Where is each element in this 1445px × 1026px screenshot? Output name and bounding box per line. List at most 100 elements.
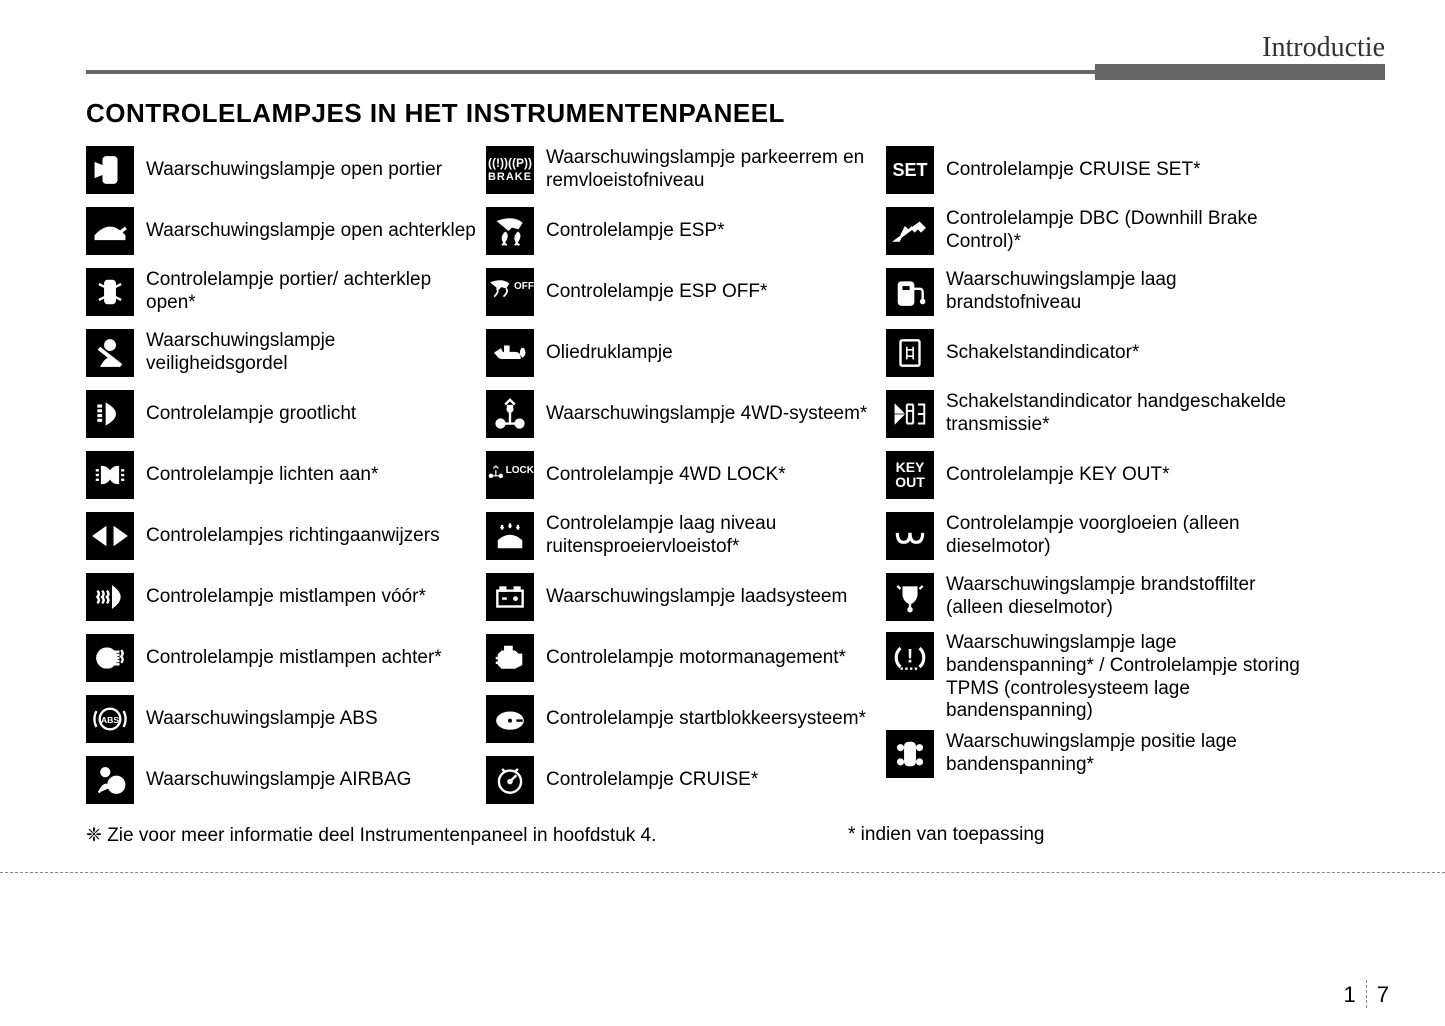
indicator-row: Controlelampje CRUISE* bbox=[486, 750, 876, 810]
indicator-row: Waarschuwingslampje positie lage bandens… bbox=[886, 724, 1306, 784]
indicator-label: Controlelampje mistlampen achter* bbox=[146, 647, 442, 670]
indicator-row: SET Controlelampje CRUISE SET* bbox=[886, 140, 1306, 200]
indicator-row: Waarschuwingslampje brandstoffilter (all… bbox=[886, 567, 1306, 627]
indicator-columns: Waarschuwingslampje open portier Waarschu… bbox=[86, 140, 1385, 811]
airbag-icon bbox=[86, 756, 134, 804]
indicator-row: Oliedruklampje bbox=[486, 323, 876, 383]
indicator-label: Controlelampje portier/ achterklep open* bbox=[146, 269, 476, 315]
indicator-row: ABS Waarschuwingslampje ABS bbox=[86, 689, 476, 749]
indicator-label: Controlelampje ESP OFF* bbox=[546, 281, 767, 304]
4wd-lock-icon: LOCK bbox=[486, 451, 534, 499]
indicator-label: Controlelampje lichten aan* bbox=[146, 464, 378, 487]
indicator-label: Waarschuwingslampje lage bandenspanning*… bbox=[946, 632, 1306, 723]
indicator-label: Controlelampje CRUISE SET* bbox=[946, 159, 1200, 182]
page-title: CONTROLELAMPJES IN HET INSTRUMENTENPANEE… bbox=[86, 98, 785, 129]
indicator-label: Waarschuwingslampje 4WD-systeem* bbox=[546, 403, 867, 426]
indicator-label: Controlelampje voorgloeien (alleen diese… bbox=[946, 513, 1306, 559]
indicator-row: Controlelampje grootlicht bbox=[86, 384, 476, 444]
abs-icon: ABS bbox=[86, 695, 134, 743]
indicator-row: Waarschuwingslampje open portier bbox=[86, 140, 476, 200]
indicator-row: Schakelstandindicator handgeschakelde tr… bbox=[886, 384, 1306, 444]
tailgate-open-icon bbox=[86, 207, 134, 255]
4wd-icon bbox=[486, 390, 534, 438]
page-divider bbox=[0, 872, 1445, 873]
svg-text:!: ! bbox=[907, 646, 913, 667]
indicator-row: Schakelstandindicator* bbox=[886, 323, 1306, 383]
fuel-icon bbox=[886, 268, 934, 316]
oil-icon bbox=[486, 329, 534, 377]
set-icon: SET bbox=[886, 146, 934, 194]
indicator-row: Waarschuwingslampje laadsysteem bbox=[486, 567, 876, 627]
footnote-more-info: ❈ Zie voor meer informatie deel Instrume… bbox=[86, 824, 656, 847]
indicator-label: Waarschuwingslampje open portier bbox=[146, 159, 442, 182]
high-beam-icon bbox=[86, 390, 134, 438]
indicator-row: Waarschuwingslampje laag brandstofniveau bbox=[886, 262, 1306, 322]
brake-icon: ((!))((P))BRAKE bbox=[486, 146, 534, 194]
indicator-row: Controlelampje lichten aan* bbox=[86, 445, 476, 505]
svg-text:ABS: ABS bbox=[101, 715, 120, 725]
fog-front-icon bbox=[86, 573, 134, 621]
indicator-row: OFF Controlelampje ESP OFF* bbox=[486, 262, 876, 322]
seatbelt-icon bbox=[86, 329, 134, 377]
indicator-label: Schakelstandindicator handgeschakelde tr… bbox=[946, 391, 1306, 437]
indicator-row: Controlelampje startblokkeersysteem* bbox=[486, 689, 876, 749]
indicator-row: Controlelampje mistlampen vóór* bbox=[86, 567, 476, 627]
battery-icon bbox=[486, 573, 534, 621]
header-rule bbox=[86, 70, 1385, 74]
glow-icon bbox=[886, 512, 934, 560]
column-1: Waarschuwingslampje open portier Waarschu… bbox=[86, 140, 476, 811]
tpms-icon: ! bbox=[886, 632, 934, 680]
indicator-label: Controlelampje motormanagement* bbox=[546, 647, 846, 670]
indicator-label: Waarschuwingslampje positie lage bandens… bbox=[946, 731, 1306, 777]
indicator-label: Waarschuwingslampje parkeerrem en remvlo… bbox=[546, 147, 876, 193]
footnote-if-applicable: * indien van toepassing bbox=[848, 824, 1044, 846]
indicator-row: Controlelampjes richtingaanwijzers bbox=[86, 506, 476, 566]
washer-icon bbox=[486, 512, 534, 560]
esp-off-icon: OFF bbox=[486, 268, 534, 316]
indicator-row: Waarschuwingslampje veiligheidsgordel bbox=[86, 323, 476, 383]
indicator-label: Controlelampje DBC (Downhill Brake Contr… bbox=[946, 208, 1306, 254]
indicator-row: Waarschuwingslampje open achterklep bbox=[86, 201, 476, 261]
indicator-label: Waarschuwingslampje ABS bbox=[146, 708, 378, 731]
indicator-row: Waarschuwingslampje AIRBAG bbox=[86, 750, 476, 810]
indicator-label: Controlelampje KEY OUT* bbox=[946, 464, 1170, 487]
indicator-label: Waarschuwingslampje laag brandstofniveau bbox=[946, 269, 1306, 315]
column-3: SET Controlelampje CRUISE SET* Controlelam… bbox=[886, 140, 1306, 811]
indicator-label: Controlelampje grootlicht bbox=[146, 403, 356, 426]
cruise-icon bbox=[486, 756, 534, 804]
fuel-filter-icon bbox=[886, 573, 934, 621]
indicator-label: Waarschuwingslampje open achterklep bbox=[146, 220, 476, 243]
column-2: ((!))((P))BRAKE Waarschuwingslampje parke… bbox=[486, 140, 876, 811]
indicator-row: KEYOUT Controlelampje KEY OUT* bbox=[886, 445, 1306, 505]
engine-icon bbox=[486, 634, 534, 682]
indicator-label: Controlelampje 4WD LOCK* bbox=[546, 464, 786, 487]
page-chapter: 1 bbox=[1344, 982, 1356, 1008]
indicator-label: Controlelampje laag niveau ruitensproeie… bbox=[546, 513, 876, 559]
indicator-row: Waarschuwingslampje 4WD-systeem* bbox=[486, 384, 876, 444]
shift-icon bbox=[886, 329, 934, 377]
lights-on-icon bbox=[86, 451, 134, 499]
indicator-label: Waarschuwingslampje laadsysteem bbox=[546, 586, 847, 609]
dbc-icon bbox=[886, 207, 934, 255]
key-out-icon: KEYOUT bbox=[886, 451, 934, 499]
indicator-row: Controlelampje DBC (Downhill Brake Contr… bbox=[886, 201, 1306, 261]
indicator-label: Waarschuwingslampje AIRBAG bbox=[146, 769, 411, 792]
indicator-row: Controlelampje voorgloeien (alleen diese… bbox=[886, 506, 1306, 566]
page-page: 7 bbox=[1377, 982, 1389, 1008]
indicator-label: Schakelstandindicator* bbox=[946, 342, 1139, 365]
indicator-label: Controlelampje ESP* bbox=[546, 220, 724, 243]
indicator-row: Controlelampje ESP* bbox=[486, 201, 876, 261]
indicator-label: Controlelampjes richtingaanwijzers bbox=[146, 525, 440, 548]
fog-rear-icon bbox=[86, 634, 134, 682]
door-open-icon bbox=[86, 146, 134, 194]
shift-manual-icon bbox=[886, 390, 934, 438]
page-number: 1 7 bbox=[1344, 980, 1390, 1008]
indicator-row: ! Waarschuwingslampje lage bandenspanning… bbox=[886, 628, 1306, 723]
indicator-label: Oliedruklampje bbox=[546, 342, 673, 365]
page-number-separator bbox=[1366, 980, 1367, 1008]
indicator-label: Waarschuwingslampje brandstoffilter (all… bbox=[946, 574, 1306, 620]
indicator-row: Controlelampje motormanagement* bbox=[486, 628, 876, 688]
indicator-label: Controlelampje mistlampen vóór* bbox=[146, 586, 426, 609]
indicator-row: Controlelampje mistlampen achter* bbox=[86, 628, 476, 688]
immobilizer-icon bbox=[486, 695, 534, 743]
